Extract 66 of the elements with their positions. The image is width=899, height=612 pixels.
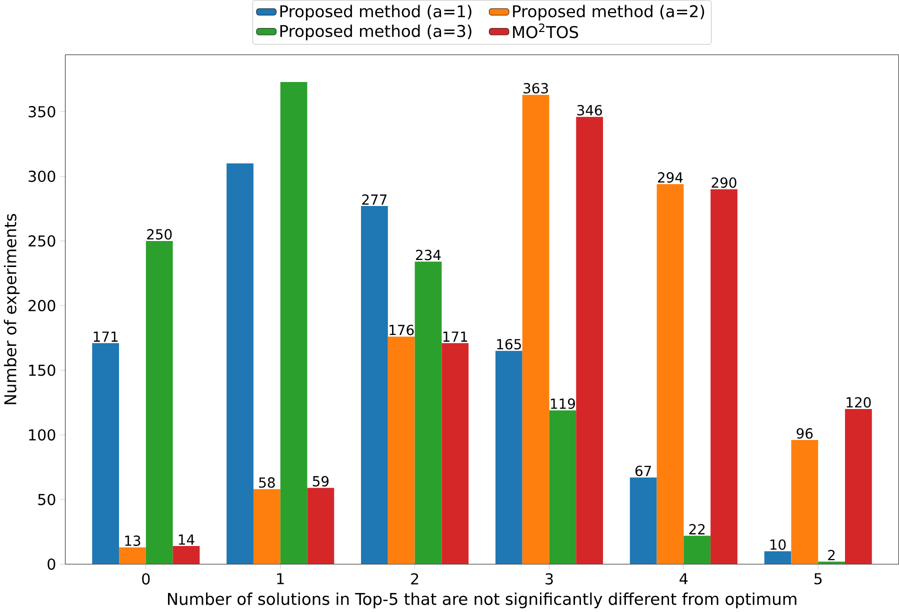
x-tick-label: 0 [142,573,150,585]
data-label: 13 [125,535,140,546]
data-label: 58 [259,477,275,488]
bar [764,551,792,564]
bar [656,184,684,564]
legend-label: Proposed method (a=2) [513,4,704,21]
bar [844,408,872,564]
bar [818,562,845,564]
bar [172,546,200,564]
bar [630,478,657,564]
legend-label: Proposed method (a=3) [280,24,472,40]
bar [92,343,120,564]
y-tick-label: 100 [29,429,56,441]
data-label: 294 [658,172,683,183]
data-label: 176 [390,324,414,336]
y-tick-label: 250 [28,235,56,247]
bar [549,410,576,564]
data-label: 234 [416,250,441,260]
data-label: 363 [524,82,548,94]
x-axis-title: Number of solutions in Top-5 that are not significantly different from optimum [168,592,796,608]
data-label: 96 [796,428,813,439]
data-label: 2 [828,550,835,560]
data-label: 22 [689,524,705,534]
y-tick-label: 200 [28,300,56,312]
x-tick-label: 2 [411,573,418,584]
data-label: 171 [94,332,118,342]
bar [280,82,308,564]
data-label: 171 [443,332,468,342]
x-tick-label: 5 [814,573,822,584]
data-label: 250 [147,229,172,240]
bar [414,262,442,564]
bar [253,489,280,564]
bar [791,440,818,564]
bar [522,94,550,564]
data-label: 346 [577,104,602,116]
data-label: 119 [550,398,575,409]
bar [388,336,415,564]
bar [710,189,738,564]
data-label: 165 [497,338,521,350]
bar [119,547,146,564]
bar [495,350,522,564]
legend-label: Proposed method (a=1) [280,4,472,21]
data-label: 290 [712,177,736,188]
data-label: 67 [635,466,651,476]
y-tick-label: 150 [29,364,56,376]
bar [307,488,334,564]
y-tick-label: 350 [28,106,56,118]
legend-label: MO$^{2}$TOS [513,24,578,38]
y-tick-label: 0 [48,558,56,570]
bar [226,163,254,564]
x-tick-label: 4 [680,573,688,584]
data-label: 59 [312,476,329,486]
bar [146,240,173,564]
y-tick-label: 300 [28,170,56,182]
bar [576,116,603,564]
y-axis-title: Number of experiments [4,214,20,404]
x-tick-label: 1 [277,573,284,584]
data-label: 14 [178,534,194,545]
data-label: 277 [362,194,387,205]
data-label: 10 [770,539,786,550]
bar [442,343,469,564]
x-tick-label: 3 [546,573,553,585]
bar [684,536,711,564]
y-tick-label: 50 [38,494,56,506]
data-label: 120 [846,397,871,408]
bar [361,206,388,564]
